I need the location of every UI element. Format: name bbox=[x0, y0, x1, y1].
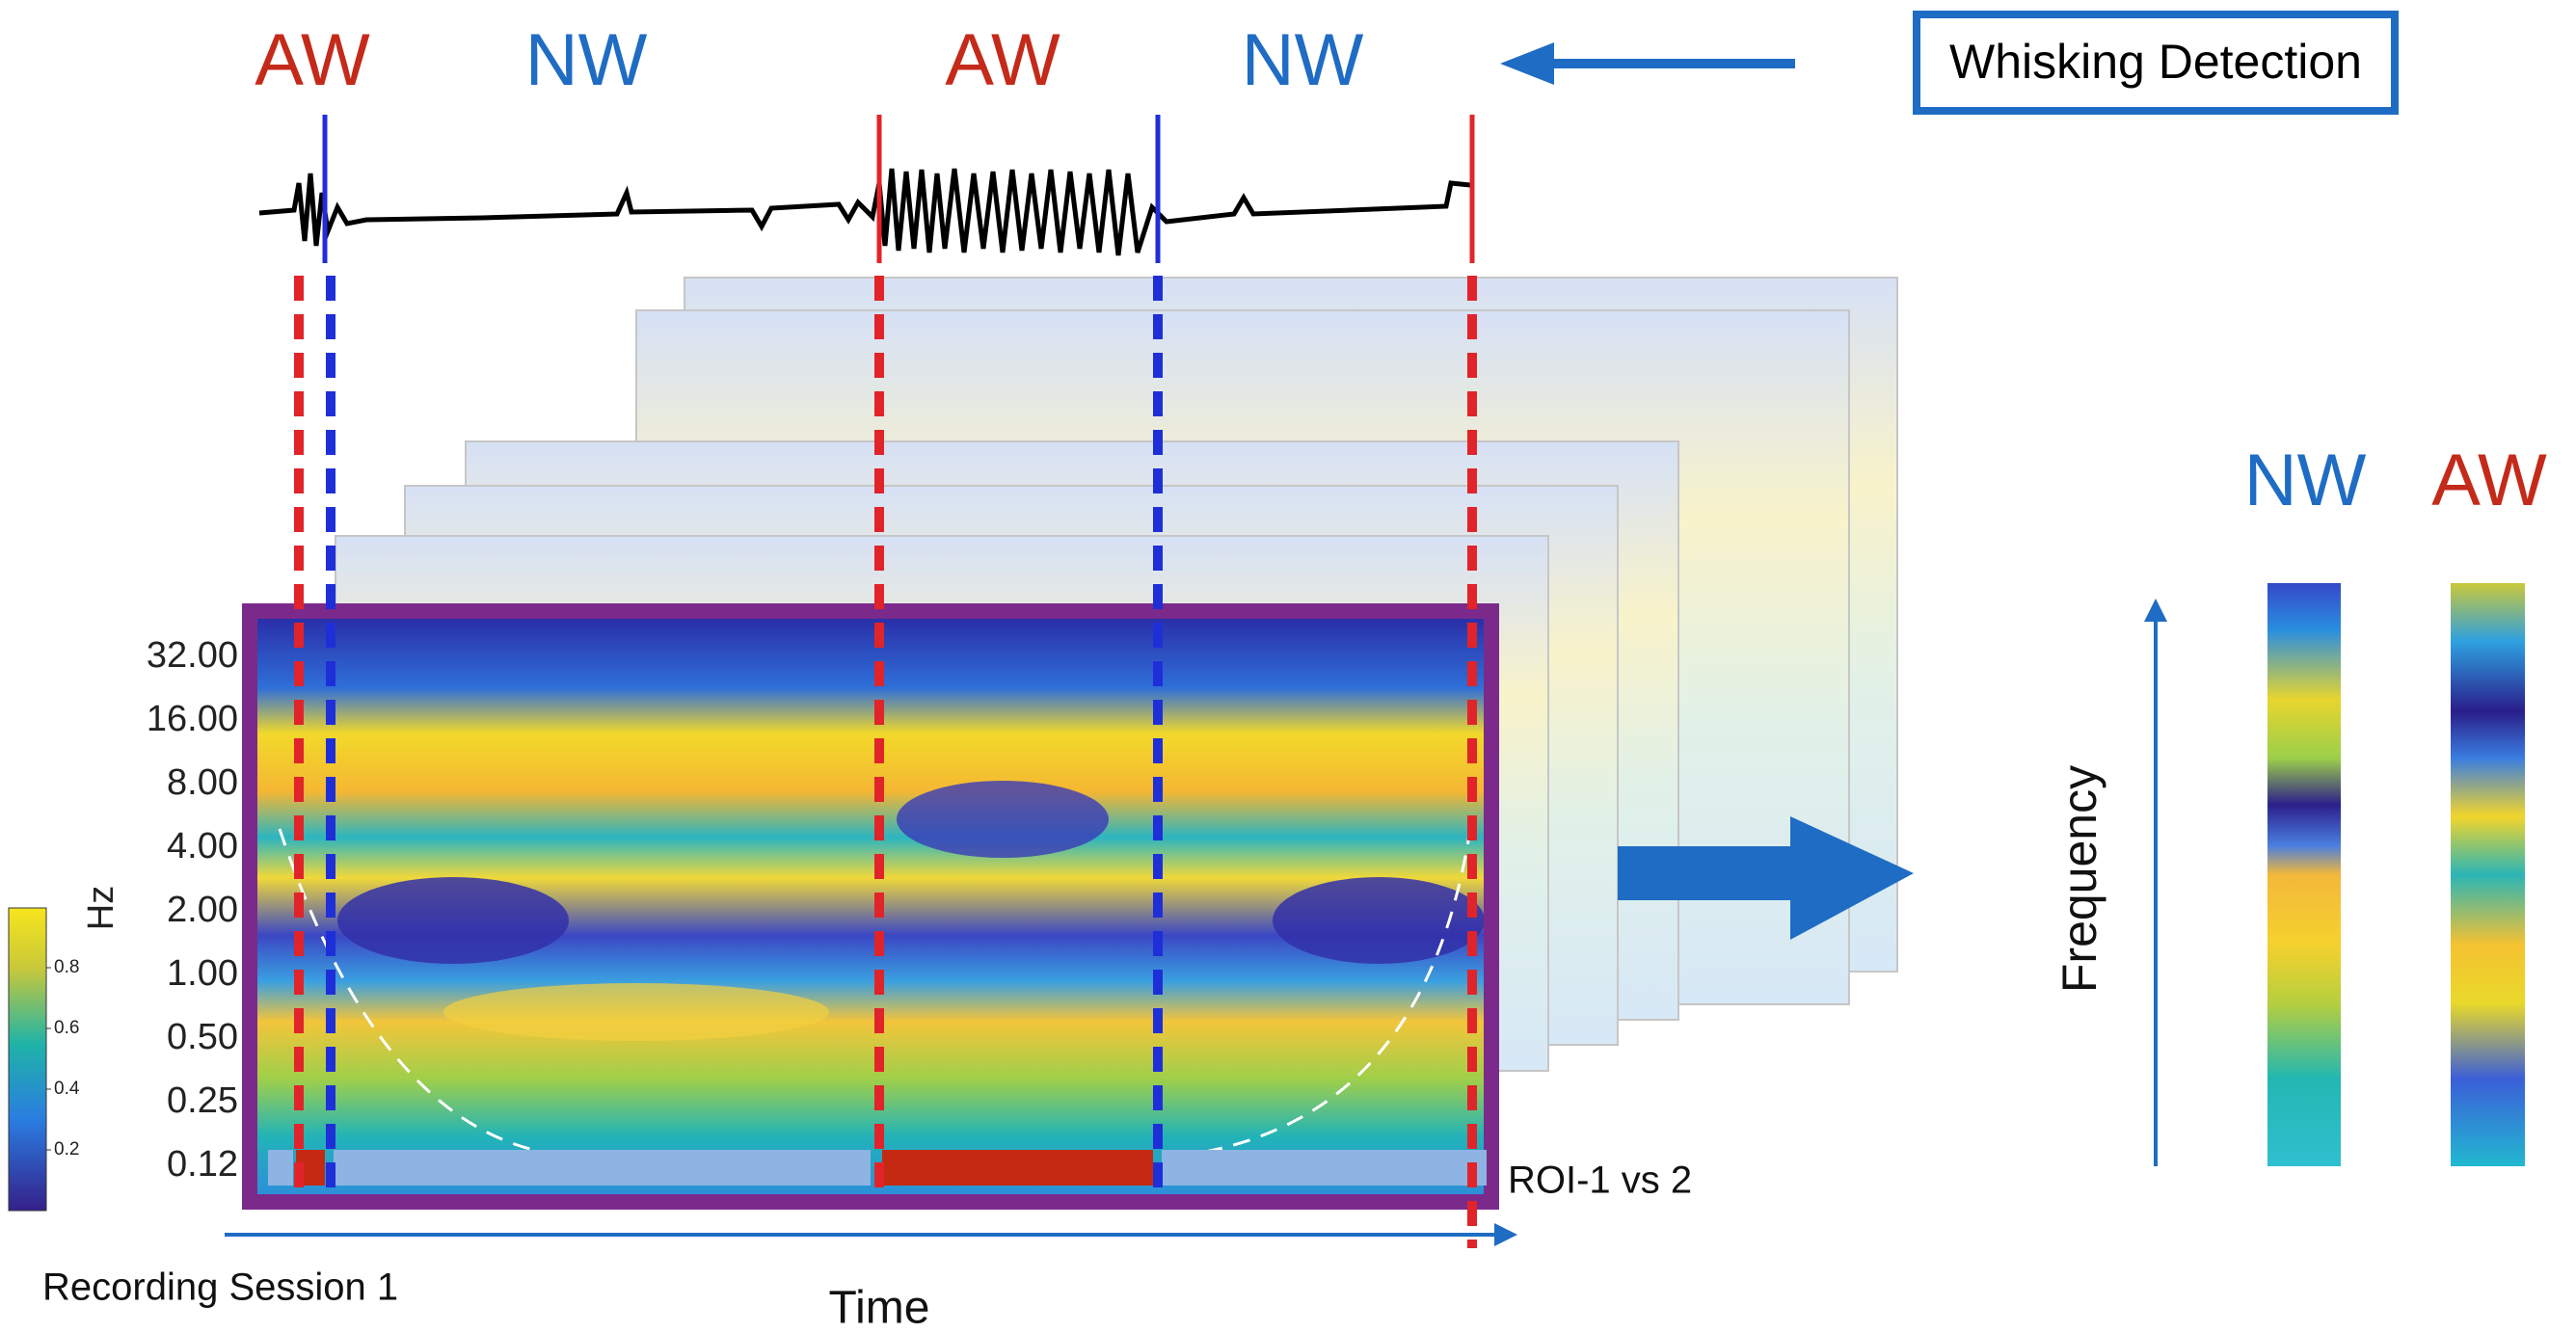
button[interactable]: Whisking Detection bbox=[1913, 11, 2399, 115]
colorbar-tick-label: 0.4 bbox=[54, 1079, 80, 1099]
colorbar bbox=[8, 907, 47, 1212]
colorbar-tick-label: 0.6 bbox=[54, 1018, 79, 1038]
axis-label: Time bbox=[829, 1283, 930, 1333]
phase-label: AW bbox=[255, 19, 370, 101]
y-tick-label: 16.00 bbox=[147, 699, 238, 739]
whisking-trace bbox=[258, 168, 1471, 256]
big-arrow bbox=[1618, 816, 1914, 940]
y-tick-label: 0.50 bbox=[167, 1017, 238, 1057]
axis-label: Hz bbox=[81, 886, 121, 930]
y-tick-label: 32.00 bbox=[147, 635, 238, 676]
y-tick-label: 0.25 bbox=[167, 1080, 238, 1121]
phase-label: NW bbox=[525, 19, 648, 101]
session-label: Recording Session 1 bbox=[42, 1266, 398, 1309]
column-label: NW bbox=[2244, 440, 2367, 521]
phase-label: AW bbox=[945, 19, 1060, 101]
spectrum-column bbox=[2451, 583, 2525, 1166]
column-label: AW bbox=[2431, 440, 2547, 521]
y-tick-label: 8.00 bbox=[167, 762, 238, 803]
spectrogram bbox=[242, 603, 1499, 1210]
spectrum-column bbox=[2267, 583, 2341, 1166]
y-tick-label: 4.00 bbox=[167, 826, 238, 866]
axis-label: Frequency bbox=[2053, 765, 2106, 993]
y-tick-label: 1.00 bbox=[167, 953, 238, 994]
button-label[interactable]: Whisking Detection bbox=[1949, 35, 2362, 89]
y-tick-label: 2.00 bbox=[167, 890, 238, 930]
roi-label: ROI-1 vs 2 bbox=[1508, 1160, 1692, 1202]
phase-label: NW bbox=[1242, 19, 1364, 101]
arrow-left bbox=[1500, 42, 1795, 85]
y-tick-label: 0.12 bbox=[167, 1144, 238, 1185]
dashed-markers bbox=[294, 276, 1477, 1248]
colorbar-tick-label: 0.8 bbox=[54, 957, 79, 977]
colorbar-tick-label: 0.2 bbox=[54, 1139, 79, 1160]
